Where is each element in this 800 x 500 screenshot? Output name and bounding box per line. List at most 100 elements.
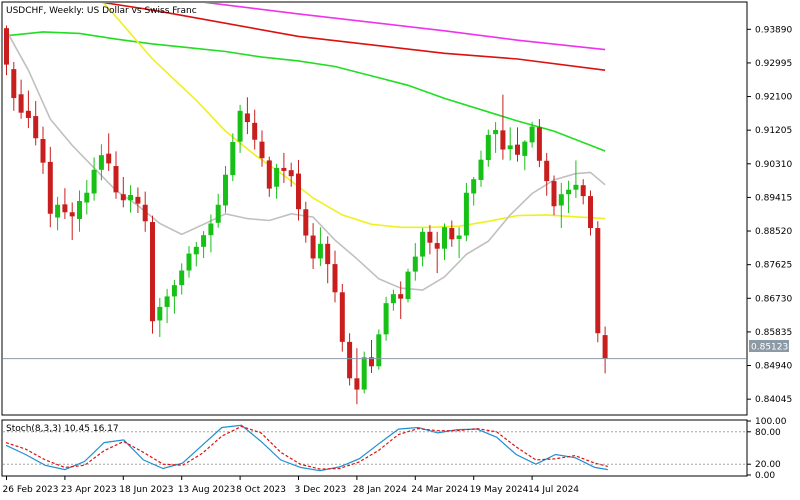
stoch-line-main	[5, 424, 608, 472]
candle	[361, 351, 367, 394]
time-tick-label: 28 Jan 2024	[353, 485, 407, 495]
candle-body	[383, 303, 389, 335]
candle	[442, 223, 447, 260]
candle	[40, 126, 46, 174]
candle	[91, 157, 97, 201]
candle	[106, 133, 112, 171]
candle-body	[485, 134, 491, 161]
candle-body	[259, 141, 265, 159]
candle-body	[150, 222, 155, 322]
candle-body	[463, 192, 469, 236]
candle-body	[179, 270, 185, 286]
candle-body	[106, 153, 112, 164]
price-tick-label: 0.85835	[755, 328, 792, 338]
candle-body	[201, 235, 207, 247]
candle-body	[25, 110, 31, 118]
candle	[347, 333, 353, 386]
candle-body	[412, 256, 418, 272]
candle	[325, 236, 331, 284]
candle-body	[230, 142, 236, 176]
candle-body	[405, 271, 411, 300]
candle	[208, 214, 214, 253]
candle-body	[84, 192, 90, 203]
candle-body	[471, 179, 477, 194]
candle	[55, 196, 61, 231]
candle	[420, 228, 426, 267]
candle	[551, 175, 557, 216]
price-tick-label: 0.88520	[755, 227, 792, 237]
candle	[201, 231, 207, 259]
candle	[507, 127, 513, 161]
candle	[18, 79, 24, 119]
candle-body	[558, 194, 564, 206]
candle-body	[522, 141, 528, 156]
candle	[171, 279, 177, 314]
candle	[383, 296, 389, 341]
candle	[274, 163, 280, 199]
candle	[252, 109, 258, 150]
candle-body	[303, 209, 309, 236]
time-tick-label: 26 Feb 2023	[3, 485, 59, 495]
candle-body	[442, 227, 447, 249]
candlestick-layer	[4, 25, 608, 405]
stoch-name: Stoch(8,3,3)	[6, 424, 61, 434]
candle	[544, 152, 550, 196]
candle-body	[347, 341, 353, 379]
candle-body	[128, 194, 134, 201]
candle	[223, 166, 228, 213]
candle-body	[91, 169, 97, 194]
candle	[25, 90, 31, 129]
candle	[369, 339, 374, 374]
candle-body	[536, 127, 542, 161]
candle-body	[281, 167, 287, 171]
price-tick-label: 0.91205	[755, 126, 792, 136]
candle-body	[69, 212, 75, 217]
candle-body	[208, 223, 214, 236]
price-tick-label: 0.87625	[755, 261, 792, 271]
time-tick-label: 8 Oct 2023	[236, 485, 286, 495]
candle-body	[317, 243, 323, 259]
time-tick-label: 14 Jul 2024	[528, 485, 579, 495]
candle	[580, 179, 586, 205]
candle-body	[47, 161, 53, 214]
candle-body	[252, 122, 258, 140]
candle-body	[507, 145, 513, 150]
candle-body	[171, 285, 177, 297]
candle	[11, 61, 17, 111]
candle	[595, 221, 601, 343]
candle-body	[588, 196, 593, 229]
candle	[288, 162, 294, 187]
candle	[164, 288, 170, 324]
candle-body	[186, 253, 192, 271]
candle	[427, 225, 433, 255]
price-tick-label: 0.92995	[755, 59, 792, 69]
ma-line-yellow	[102, 3, 606, 229]
candle-body	[573, 184, 579, 190]
time-tick-label: 19 May 2024	[470, 485, 529, 495]
candle-body	[310, 235, 316, 259]
candle-body	[390, 294, 396, 304]
stoch-signal-value: 16.17	[93, 424, 119, 434]
moving-average-layer	[5, 3, 606, 291]
candle-body	[193, 246, 199, 255]
candle-body	[602, 335, 608, 359]
candle	[434, 231, 440, 274]
candle-body	[164, 296, 170, 307]
candle	[522, 140, 528, 171]
candle-body	[98, 155, 104, 170]
candle-body	[18, 94, 24, 113]
candle-body	[566, 189, 572, 195]
candle	[536, 119, 542, 168]
candle	[266, 156, 272, 197]
candle	[303, 201, 309, 243]
candle-body	[223, 174, 228, 206]
ma-line-gray	[5, 30, 606, 291]
candle	[485, 129, 491, 167]
candle-body	[500, 130, 506, 150]
candle	[230, 133, 236, 182]
candle	[566, 180, 572, 214]
candle	[296, 160, 301, 221]
candle	[478, 150, 484, 187]
